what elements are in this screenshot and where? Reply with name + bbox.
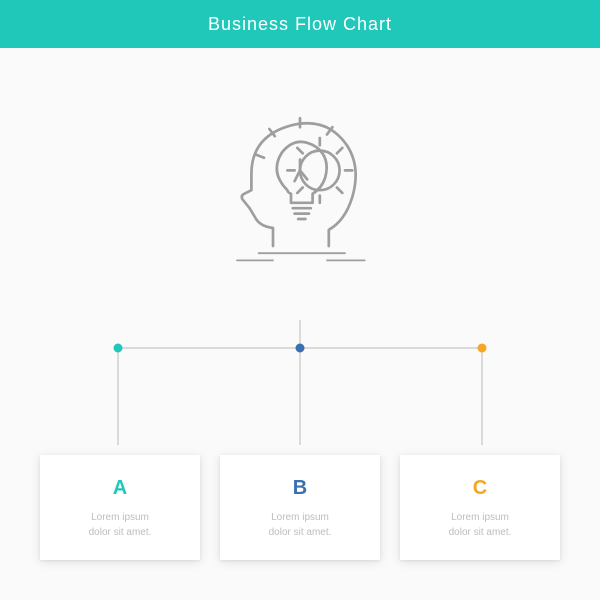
main-icon-area — [0, 48, 600, 318]
creative-thinking-icon — [210, 93, 390, 273]
card-a: A Lorem ipsum dolor sit amet. — [40, 455, 200, 560]
card-letter: C — [414, 477, 546, 500]
cards-row: A Lorem ipsum dolor sit amet. B Lorem ip… — [0, 455, 600, 600]
card-text: Lorem ipsum dolor sit amet. — [234, 510, 366, 540]
header-title: Business Flow Chart — [208, 14, 392, 35]
connector-lines — [0, 300, 600, 460]
card-c: C Lorem ipsum dolor sit amet. — [400, 455, 560, 560]
card-text: Lorem ipsum dolor sit amet. — [414, 510, 546, 540]
card-letter: A — [54, 477, 186, 500]
header-banner: Business Flow Chart — [0, 0, 600, 48]
card-b: B Lorem ipsum dolor sit amet. — [220, 455, 380, 560]
card-letter: B — [234, 477, 366, 500]
card-text: Lorem ipsum dolor sit amet. — [54, 510, 186, 540]
